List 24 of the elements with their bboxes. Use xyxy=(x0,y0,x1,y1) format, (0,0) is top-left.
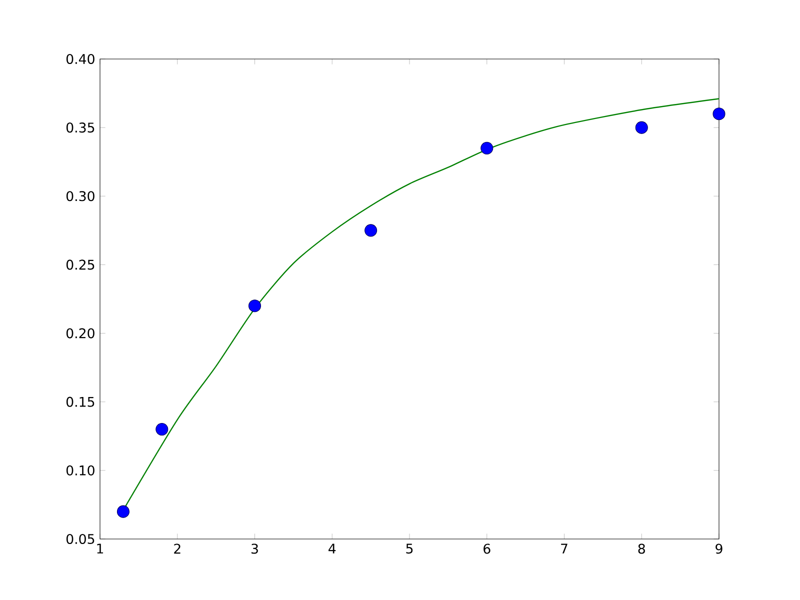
x-tick-label: 3 xyxy=(252,544,258,554)
y-tick-label: 0.05 xyxy=(66,534,94,544)
point xyxy=(635,121,648,134)
y-tick-label: 0.25 xyxy=(66,260,94,270)
point xyxy=(156,423,168,436)
x-tick-label: 4 xyxy=(328,544,336,554)
x-tick-label: 7 xyxy=(561,544,568,554)
y-tick-label: 0.15 xyxy=(66,396,94,407)
y-tick-label: 0.35 xyxy=(66,122,94,133)
x-tick-label: 5 xyxy=(406,544,413,554)
x-tick-label: 9 xyxy=(716,544,722,554)
y-tick-label: 0.30 xyxy=(66,191,94,202)
point xyxy=(364,224,378,237)
x-tick-label: 2 xyxy=(174,544,180,554)
x-tick-label: 1 xyxy=(97,544,104,554)
point xyxy=(480,142,494,154)
y-tick-label: 0.40 xyxy=(66,54,94,64)
point xyxy=(712,108,726,120)
point xyxy=(116,505,130,518)
x-tick-label: 8 xyxy=(638,544,645,554)
point xyxy=(248,300,262,312)
y-tick-label: 0.20 xyxy=(66,328,94,338)
y-tick-label: 0.10 xyxy=(66,465,94,476)
x-tick-label: 6 xyxy=(484,544,490,554)
